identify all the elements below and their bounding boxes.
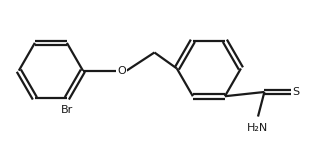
Text: O: O [117, 66, 126, 76]
Text: S: S [292, 87, 299, 97]
Text: Br: Br [61, 105, 73, 115]
Text: H₂N: H₂N [247, 123, 269, 133]
